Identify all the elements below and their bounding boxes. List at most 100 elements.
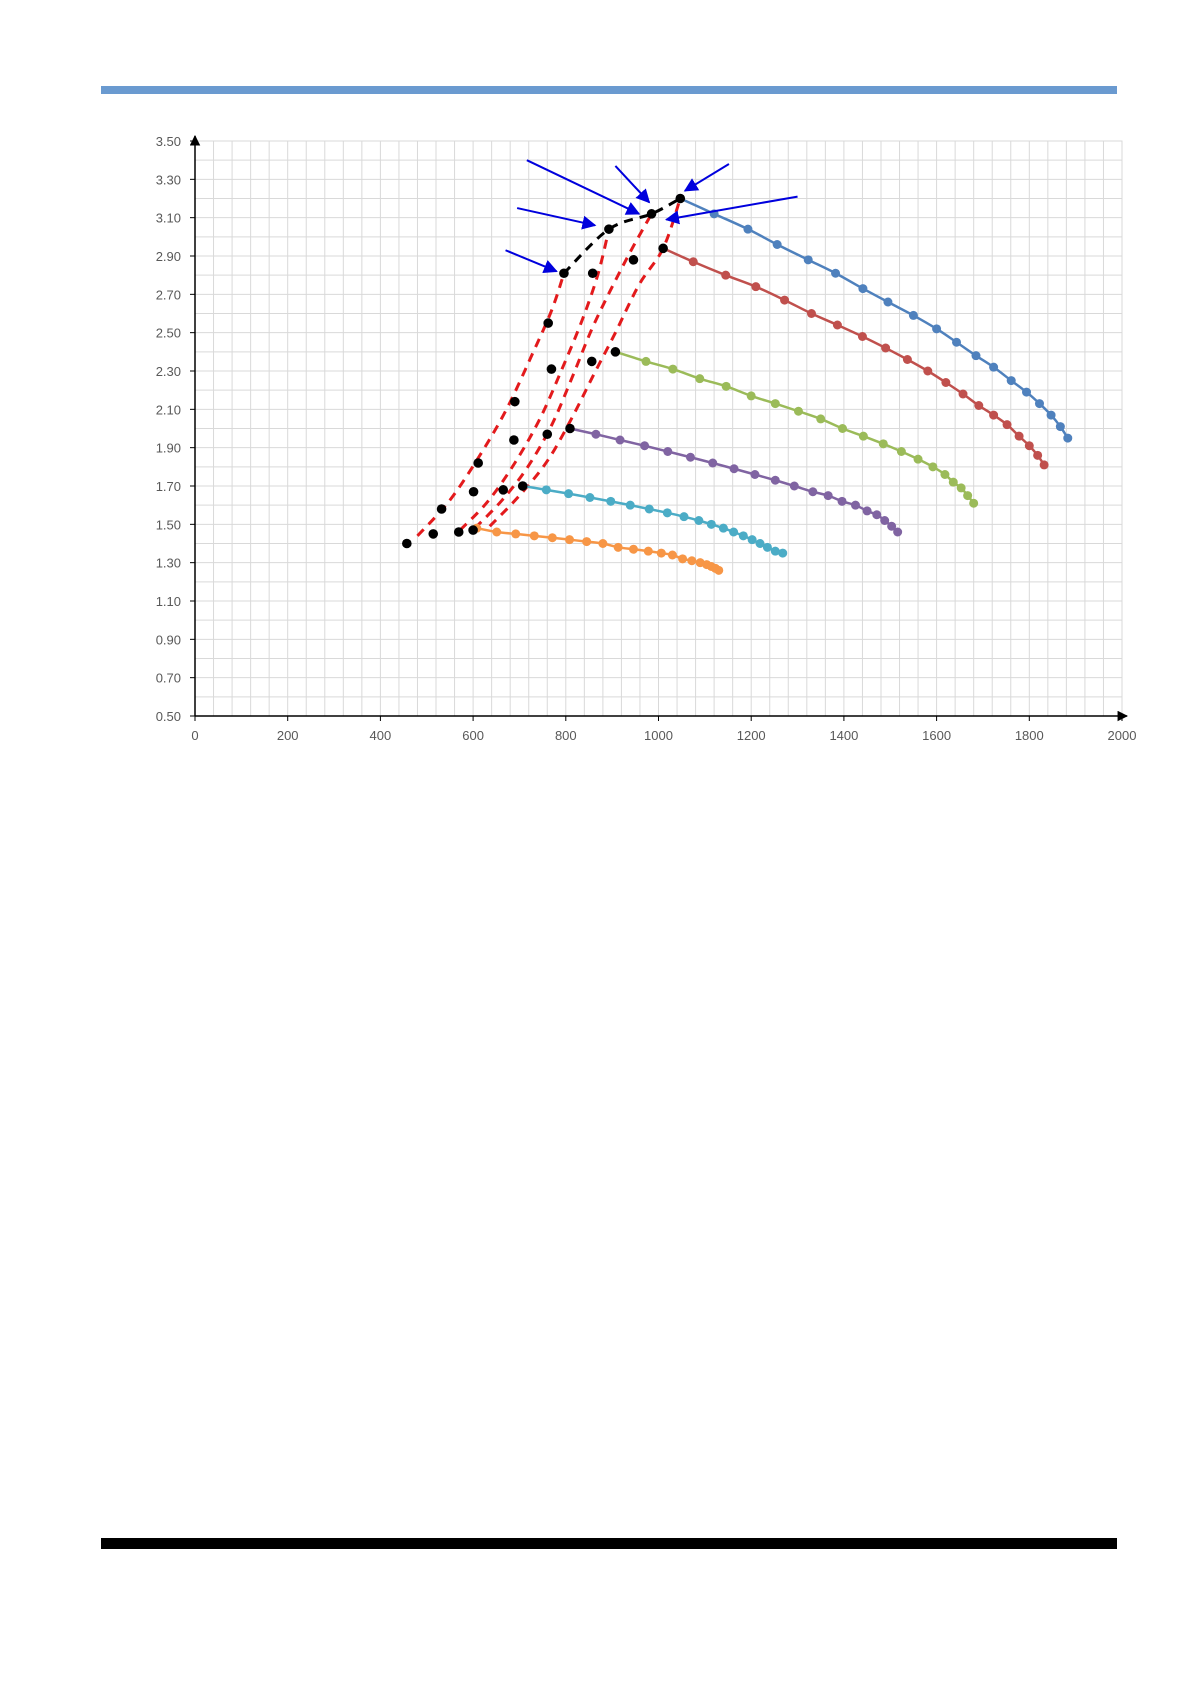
- series-3-point: [663, 447, 673, 456]
- series-1-point: [1002, 420, 1012, 430]
- x-tick-label: 1400: [829, 728, 858, 743]
- series-3-point: [872, 510, 882, 520]
- y-tick-label: 0.70: [156, 671, 181, 686]
- series-0-point: [1063, 433, 1073, 443]
- black-point: [628, 255, 639, 265]
- y-tick-label: 2.10: [156, 402, 181, 417]
- series-5-point: [628, 544, 638, 554]
- series-3-point: [591, 429, 601, 439]
- series-5-point: [687, 556, 697, 566]
- series-1-point: [1024, 441, 1034, 451]
- series-5-point: [492, 527, 502, 537]
- series-3-point: [808, 487, 818, 497]
- y-tick-label: 2.30: [156, 364, 181, 379]
- series-3-point: [823, 491, 833, 501]
- annotation-arrow-4: [683, 163, 730, 192]
- series-0-point: [971, 351, 981, 361]
- series-0-point: [831, 268, 841, 278]
- series-5-point: [656, 548, 666, 558]
- y-tick-label: 2.50: [156, 326, 181, 341]
- annotation-arrow-2: [526, 159, 641, 215]
- series-2-point: [928, 462, 938, 472]
- series-3-point: [685, 452, 695, 462]
- y-tick-label: 0.90: [156, 632, 181, 647]
- series-4-point: [738, 531, 748, 541]
- x-tick-label: 800: [555, 728, 577, 743]
- black-point: [646, 209, 657, 219]
- dashed-line-9: [473, 213, 653, 530]
- series-3-point: [880, 516, 890, 525]
- series-1-point: [881, 343, 891, 353]
- series-3-point: [615, 435, 625, 445]
- series-1-point: [989, 410, 999, 420]
- black-point: [546, 364, 557, 374]
- black-point: [498, 485, 509, 495]
- series-0-point: [883, 297, 893, 307]
- series-4-point: [706, 519, 716, 529]
- series-2-point: [940, 470, 950, 479]
- series-4-point: [564, 489, 574, 499]
- black-point: [468, 525, 478, 535]
- y-tick-label: 1.70: [156, 479, 181, 494]
- series-1-point: [941, 378, 951, 387]
- series-1-point: [780, 295, 790, 305]
- series-2-point: [721, 381, 731, 391]
- series-4-point: [625, 500, 635, 510]
- y-tick-label: 1.50: [156, 517, 181, 532]
- black-point: [610, 347, 621, 357]
- series-2-point: [793, 406, 803, 416]
- series-0-point: [908, 310, 918, 320]
- series-4-point: [541, 485, 551, 495]
- series-0-point: [932, 324, 942, 334]
- series-1-point: [721, 270, 731, 280]
- series-1-point: [902, 355, 912, 364]
- series-4-point: [585, 493, 595, 502]
- series-2-point: [948, 477, 958, 487]
- y-tick-label: 3.10: [156, 211, 181, 226]
- black-point: [586, 356, 597, 367]
- series-0-point: [743, 224, 753, 234]
- series-2-point: [746, 391, 756, 401]
- series-0-point: [1006, 376, 1016, 386]
- series-3-point: [887, 521, 897, 531]
- series-4-point: [694, 516, 704, 525]
- annotation-arrow-1: [516, 207, 597, 230]
- x-tick-label: 1200: [737, 728, 766, 743]
- series-4-point: [755, 539, 765, 548]
- series-4-point: [747, 535, 757, 545]
- y-tick-label: 3.50: [156, 134, 181, 149]
- series-5-point: [598, 539, 608, 548]
- black-point: [543, 318, 553, 328]
- series-0-point: [1034, 399, 1044, 409]
- series-3-point: [729, 464, 739, 474]
- black-point: [675, 193, 686, 204]
- series-0-point: [772, 240, 782, 249]
- series-2-point: [858, 431, 868, 441]
- series-4-point: [718, 523, 728, 533]
- series-0-point: [989, 362, 999, 372]
- series-5-point: [582, 537, 592, 547]
- series-5-point: [714, 565, 724, 575]
- series-5-point: [529, 531, 539, 541]
- y-tick-label: 1.30: [156, 556, 181, 571]
- series-1-point: [806, 309, 816, 318]
- series-2-point: [896, 447, 906, 456]
- series-5-point: [511, 529, 521, 539]
- series-1-point: [857, 332, 867, 341]
- y-tick-label: 1.10: [156, 594, 181, 609]
- series-1-point: [1033, 450, 1043, 460]
- x-tick-label: 600: [462, 728, 484, 743]
- x-tick-label: 1600: [922, 728, 951, 743]
- series-1-point: [923, 366, 933, 376]
- x-tick-label: 200: [277, 728, 299, 743]
- series-2-point: [956, 483, 966, 493]
- black-point: [402, 538, 412, 549]
- dashed-line-7: [416, 272, 566, 537]
- series-0-point: [952, 337, 962, 347]
- footer-rule: [101, 1538, 1117, 1549]
- black-point: [509, 435, 519, 445]
- y-tick-label: 2.90: [156, 249, 181, 264]
- series-2-point: [695, 374, 705, 384]
- series-5-point: [547, 533, 557, 543]
